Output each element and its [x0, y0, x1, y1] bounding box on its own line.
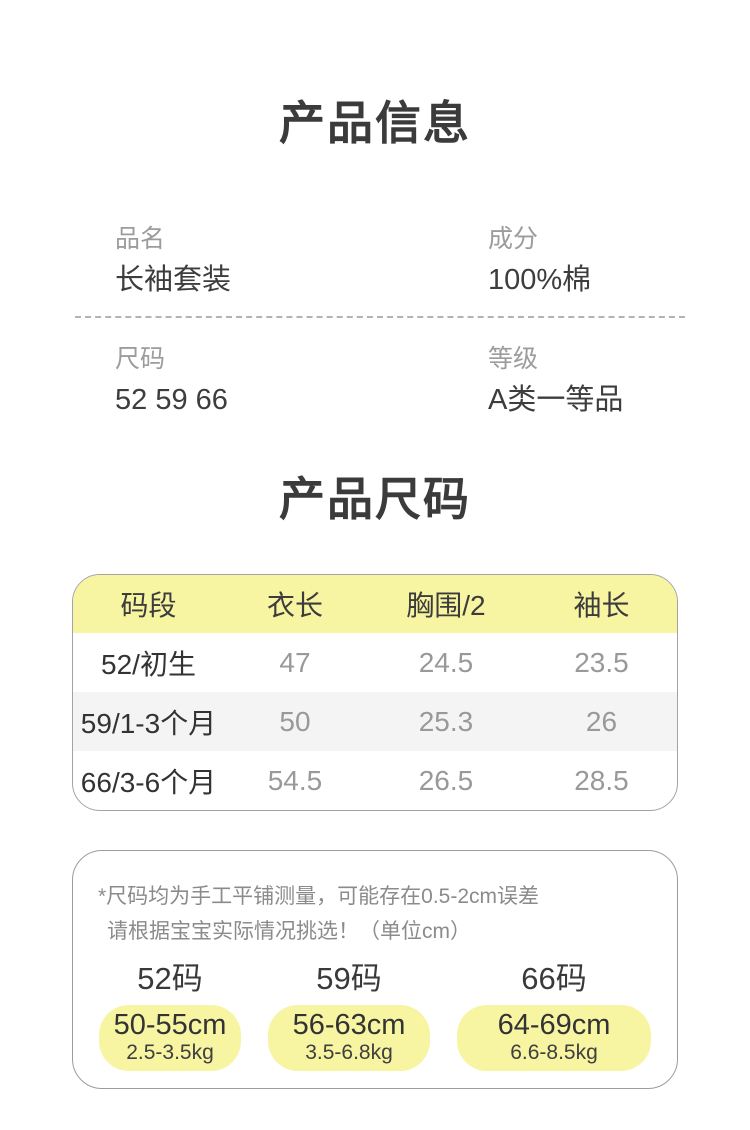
row-1-label: 52/初生 [101, 648, 196, 680]
header-half-chest: 胸围/2 [406, 590, 486, 621]
size-option-66-height: 64-69cm [497, 1009, 611, 1041]
field-composition-value: 100%棉 [488, 264, 592, 296]
table-row: 66/3-6个月 54.5 26.5 28.5 [73, 751, 677, 810]
size-option-52: 52码 50-55cm 2.5-3.5kg [99, 961, 241, 1071]
field-composition: 成分 100%棉 [488, 224, 710, 298]
product-info-title: 产品信息 [279, 97, 471, 149]
size-option-59-pill: 56-63cm 3.5-6.8kg [268, 1005, 430, 1071]
row-2-garment-length: 50 [279, 705, 311, 737]
size-options: 52码 50-55cm 2.5-3.5kg 59码 56-63cm 3.5-6.… [73, 961, 677, 1071]
measurement-note: *尺码均为手工平铺测量，可能存在0.5-2cm误差 请根据宝宝实际情况挑选！（单… [73, 879, 677, 949]
field-sizes: 尺码 52 59 66 [115, 344, 488, 418]
dashed-divider [75, 316, 685, 318]
field-sizes-value: 52 59 66 [115, 384, 228, 416]
field-product-name-label: 品名 [115, 225, 166, 253]
field-grade-value: A类一等品 [488, 384, 624, 416]
measurement-note-line-2: 请根据宝宝实际情况挑选！（单位cm） [107, 920, 471, 943]
info-row-1: 品名 长袖套装 成分 100%棉 [0, 224, 750, 298]
row-1-half-chest: 24.5 [418, 646, 474, 678]
size-option-66-weight: 6.6-8.5kg [510, 1041, 598, 1064]
table-row: 59/1-3个月 50 25.3 26 [73, 692, 677, 751]
size-option-52-weight: 2.5-3.5kg [126, 1041, 214, 1064]
size-option-66-pill: 64-69cm 6.6-8.5kg [457, 1005, 651, 1071]
size-option-52-name: 52码 [137, 961, 203, 996]
row-1-sleeve-length: 23.5 [574, 646, 629, 678]
size-table-header-row: 码段 衣长 胸围/2 袖长 [73, 575, 677, 633]
size-guide-card: *尺码均为手工平铺测量，可能存在0.5-2cm误差 请根据宝宝实际情况挑选！（单… [72, 850, 678, 1089]
field-product-name-value: 长袖套装 [115, 264, 232, 296]
field-sizes-label: 尺码 [115, 345, 166, 373]
row-3-garment-length: 54.5 [267, 764, 323, 796]
field-grade: 等级 A类一等品 [488, 344, 710, 418]
size-option-66: 66码 64-69cm 6.6-8.5kg [457, 961, 651, 1071]
row-3-sleeve-length: 28.5 [574, 764, 629, 796]
field-grade-label: 等级 [488, 345, 539, 373]
header-garment-length: 衣长 [266, 590, 323, 621]
product-size-title: 产品尺码 [279, 473, 471, 525]
row-2-label: 59/1-3个月 [80, 707, 217, 739]
row-3-label: 66/3-6个月 [80, 766, 217, 798]
info-row-2: 尺码 52 59 66 等级 A类一等品 [0, 344, 750, 418]
field-product-name: 品名 长袖套装 [115, 224, 488, 298]
size-option-59-height: 56-63cm [292, 1009, 406, 1041]
size-option-59-weight: 3.5-6.8kg [305, 1041, 393, 1064]
row-2-half-chest: 25.3 [418, 705, 474, 737]
size-option-52-pill: 50-55cm 2.5-3.5kg [99, 1005, 241, 1071]
header-size-segment: 码段 [120, 590, 177, 621]
size-option-66-name: 66码 [521, 961, 587, 996]
row-2-sleeve-length: 26 [585, 705, 618, 737]
field-composition-label: 成分 [488, 225, 539, 253]
size-option-59: 59码 56-63cm 3.5-6.8kg [268, 961, 430, 1071]
size-option-52-height: 50-55cm [113, 1009, 227, 1041]
table-row: 52/初生 47 24.5 23.5 [73, 633, 677, 692]
measurement-note-line-1: *尺码均为手工平铺测量，可能存在0.5-2cm误差 [98, 885, 540, 908]
header-sleeve-length: 袖长 [573, 590, 630, 621]
size-option-59-name: 59码 [316, 961, 382, 996]
row-3-half-chest: 26.5 [418, 764, 474, 796]
size-table: 码段 衣长 胸围/2 袖长 52/初生 47 24.5 23.5 59/1-3个… [72, 574, 678, 811]
row-1-garment-length: 47 [279, 646, 311, 678]
